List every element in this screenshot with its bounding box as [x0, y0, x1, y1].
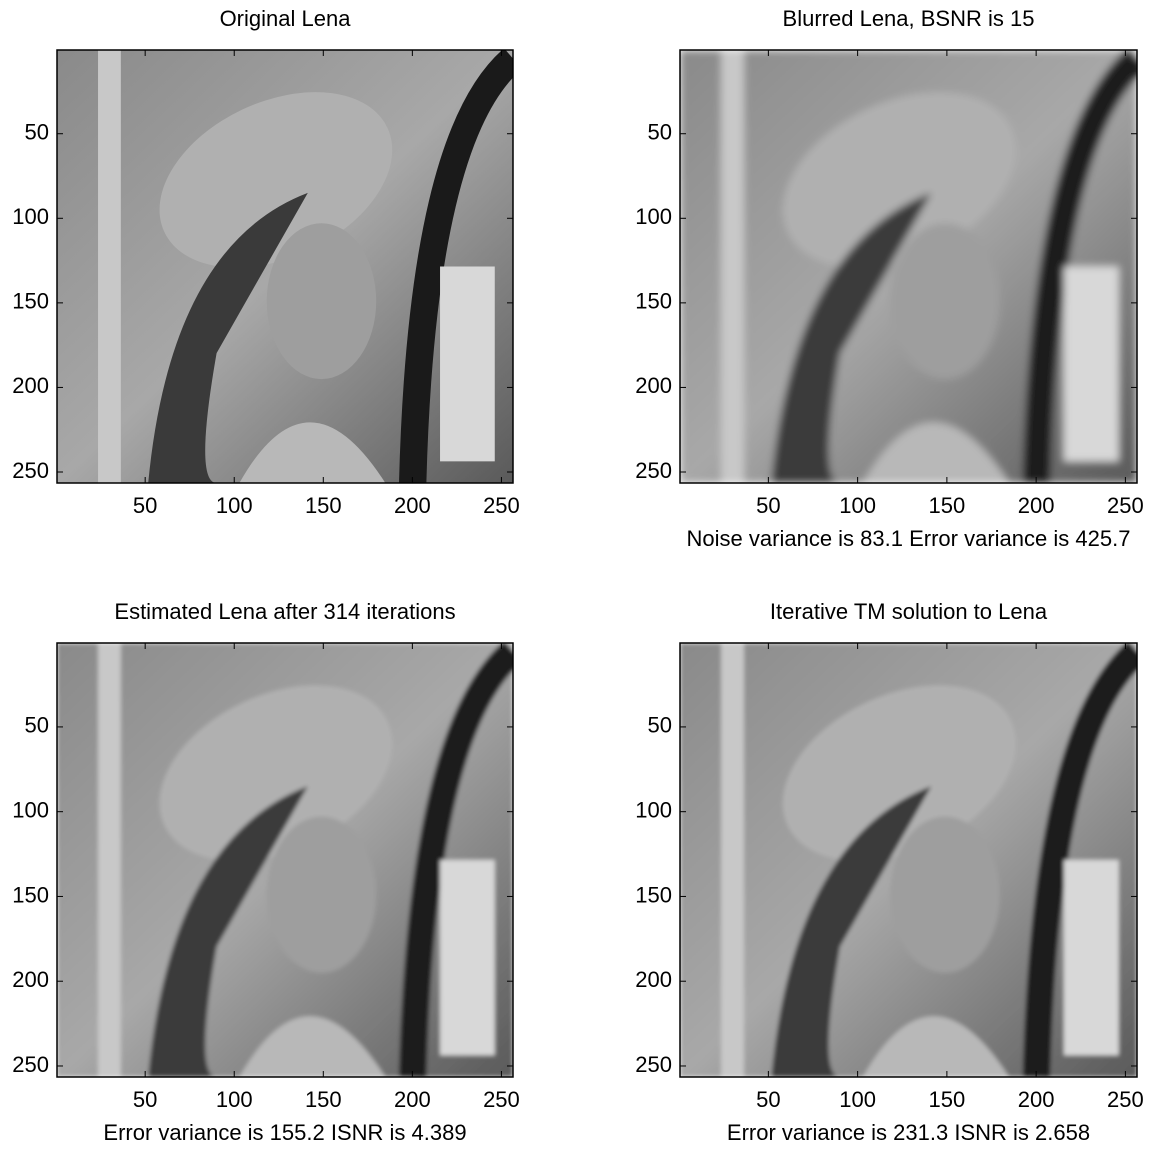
- x-tick-label: 150: [305, 1087, 342, 1112]
- x-tick-label: 100: [216, 1087, 253, 1112]
- y-tick-label: 150: [12, 289, 49, 314]
- image-pole: [721, 50, 744, 483]
- x-tick-label: 50: [756, 1087, 780, 1112]
- x-tick-label: 150: [929, 1087, 966, 1112]
- x-axis-label: Error variance is 231.3 ISNR is 2.658: [727, 1120, 1090, 1145]
- y-tick-label: 50: [25, 120, 49, 145]
- image-right: [1064, 267, 1119, 462]
- image-face: [267, 223, 376, 379]
- image-placeholder: [680, 643, 1137, 1077]
- y-tick-label: 250: [635, 458, 672, 483]
- figure: Original Lena 50 100 150 200 250 50 100 150 200 25…: [0, 0, 1162, 1149]
- x-tick-label: 100: [216, 493, 253, 518]
- y-tick-label: 50: [25, 713, 49, 738]
- image-face: [890, 223, 1000, 379]
- panel-title: Estimated Lena after 314 iterations: [114, 599, 455, 624]
- image-pole: [721, 643, 744, 1077]
- image-pole: [98, 50, 121, 483]
- y-tick-label: 100: [635, 204, 672, 229]
- image-face: [890, 817, 1000, 973]
- x-tick-label: 50: [133, 493, 157, 518]
- y-tick-label: 50: [648, 713, 672, 738]
- y-tick-label: 250: [635, 1052, 672, 1077]
- y-tick-label: 150: [635, 882, 672, 907]
- y-tick-label: 100: [12, 797, 49, 822]
- y-tick-label: 200: [12, 373, 49, 398]
- image-placeholder: [57, 50, 513, 483]
- image-face: [267, 817, 376, 973]
- x-tick-label: 200: [394, 493, 431, 518]
- y-tick-label: 100: [635, 797, 672, 822]
- x-tick-label: 200: [1018, 1087, 1055, 1112]
- y-tick-label: 200: [12, 967, 49, 992]
- y-tick-label: 150: [635, 289, 672, 314]
- x-tick-label: 250: [1107, 493, 1144, 518]
- x-tick-label: 50: [756, 493, 780, 518]
- panel-title: Blurred Lena, BSNR is 15: [783, 6, 1035, 31]
- image-placeholder: [57, 643, 513, 1077]
- image-pole: [98, 643, 121, 1077]
- image-right: [1064, 860, 1119, 1055]
- image-right: [440, 267, 495, 462]
- image-right: [440, 860, 495, 1055]
- x-axis-label: Error variance is 155.2 ISNR is 4.389: [103, 1120, 466, 1145]
- x-tick-label: 100: [839, 493, 876, 518]
- x-tick-label: 200: [394, 1087, 431, 1112]
- y-tick-label: 100: [12, 204, 49, 229]
- y-tick-label: 250: [12, 458, 49, 483]
- x-tick-label: 250: [483, 1087, 520, 1112]
- x-tick-label: 250: [483, 493, 520, 518]
- x-tick-label: 250: [1107, 1087, 1144, 1112]
- image-placeholder: [680, 50, 1137, 483]
- x-tick-label: 200: [1018, 493, 1055, 518]
- y-tick-label: 250: [12, 1052, 49, 1077]
- x-tick-label: 50: [133, 1087, 157, 1112]
- x-tick-label: 150: [929, 493, 966, 518]
- y-tick-label: 50: [648, 120, 672, 145]
- panel-title: Iterative TM solution to Lena: [770, 599, 1048, 624]
- y-tick-label: 200: [635, 373, 672, 398]
- x-tick-label: 150: [305, 493, 342, 518]
- x-tick-label: 100: [839, 1087, 876, 1112]
- y-tick-label: 150: [12, 882, 49, 907]
- y-tick-label: 200: [635, 967, 672, 992]
- panel-title: Original Lena: [220, 6, 352, 31]
- x-axis-label: Noise variance is 83.1 Error variance is…: [687, 526, 1131, 551]
